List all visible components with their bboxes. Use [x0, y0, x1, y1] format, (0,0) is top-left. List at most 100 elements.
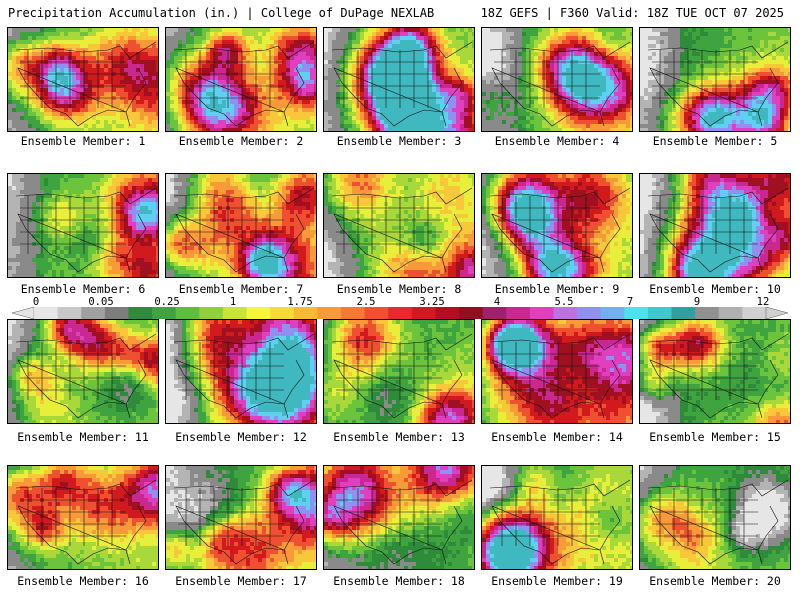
ensemble-member-label: Ensemble Member: 15	[636, 430, 794, 444]
state-boundaries	[173, 187, 315, 273]
colorbar-swatch	[57, 307, 82, 319]
ensemble-member-label: Ensemble Member: 7	[162, 282, 320, 296]
ensemble-member-label: Ensemble Member: 13	[320, 430, 478, 444]
colorbar-tick-label: 12	[757, 296, 770, 308]
colorbar-tick-label: 9	[694, 296, 700, 308]
chart-title: Precipitation Accumulation (in.) | Colle…	[8, 6, 434, 20]
colorbar-swatch	[411, 307, 436, 319]
colorbar-swatch	[482, 307, 507, 319]
precip-field	[166, 28, 316, 131]
ensemble-member-map	[323, 465, 475, 570]
colorbar-swatch	[647, 307, 673, 319]
ensemble-member-map	[323, 173, 475, 278]
ensemble-member-map	[481, 465, 633, 570]
ensemble-member-map	[481, 27, 633, 132]
ensemble-member-label: Ensemble Member: 11	[4, 430, 162, 444]
ensemble-member-label: Ensemble Member: 1	[4, 134, 162, 148]
state-boundaries	[647, 333, 789, 419]
ensemble-member-map	[481, 319, 633, 424]
state-boundaries	[331, 187, 473, 273]
precip-field	[324, 320, 474, 423]
colorbar-swatch	[506, 307, 531, 319]
colorbar-tick-label: 2.5	[357, 296, 376, 308]
ensemble-member-label: Ensemble Member: 3	[320, 134, 478, 148]
ensemble-member-label: Ensemble Member: 18	[320, 574, 478, 588]
colorbar-swatch	[104, 307, 129, 319]
colorbar-swatch	[364, 307, 389, 319]
precip-field	[8, 320, 158, 423]
precip-field	[640, 466, 790, 569]
state-boundaries	[489, 479, 631, 565]
ensemble-member-map	[323, 27, 475, 132]
state-boundaries	[647, 41, 789, 127]
ensemble-member-map	[165, 173, 317, 278]
colorbar-swatch	[600, 307, 625, 319]
colorbar-tick-label: 0	[33, 296, 39, 308]
precip-field	[482, 174, 632, 277]
colorbar-swatch	[435, 307, 460, 319]
ensemble-member-map	[165, 465, 317, 570]
state-boundaries	[15, 333, 157, 419]
ensemble-member-label: Ensemble Member: 14	[478, 430, 636, 444]
colorbar-swatch	[222, 307, 248, 319]
ensemble-member-map	[7, 173, 159, 278]
colorbar-tick-label: 5.5	[555, 296, 574, 308]
colorbar-tick-label: 1	[230, 296, 236, 308]
state-boundaries	[489, 333, 631, 419]
state-boundaries	[173, 333, 315, 419]
state-boundaries	[15, 479, 157, 565]
state-boundaries	[331, 333, 473, 419]
colorbar-tick-label: 0.25	[154, 296, 179, 308]
colorbar-swatch	[317, 307, 342, 319]
colorbar-swatch	[128, 307, 153, 319]
colorbar-max-arrow	[765, 307, 788, 319]
run-info: 18Z GEFS | F360 Valid: 18Z TUE OCT 07 20…	[481, 6, 784, 20]
colorbar-swatch	[671, 307, 696, 319]
ensemble-member-map	[7, 319, 159, 424]
state-boundaries	[647, 479, 789, 565]
colorbar-tick-label: 3.25	[419, 296, 444, 308]
colorbar-swatch	[695, 307, 720, 319]
colorbar-swatch	[199, 307, 224, 319]
colorbar-tick-label: 0.05	[88, 296, 113, 308]
precip-field	[8, 466, 158, 569]
colorbar-tick-label: 7	[627, 296, 633, 308]
ensemble-member-label: Ensemble Member: 17	[162, 574, 320, 588]
precip-field	[482, 28, 632, 131]
precip-field	[324, 466, 474, 569]
precip-field	[482, 320, 632, 423]
ensemble-member-label: Ensemble Member: 5	[636, 134, 794, 148]
color-scale-bar	[12, 307, 788, 319]
ensemble-member-label: Ensemble Member: 20	[636, 574, 794, 588]
colorbar-swatch	[459, 307, 484, 319]
ensemble-member-label: Ensemble Member: 10	[636, 282, 794, 296]
precip-field	[8, 28, 158, 131]
ensemble-member-map	[639, 465, 791, 570]
ensemble-member-label: Ensemble Member: 16	[4, 574, 162, 588]
colorbar-swatch	[293, 307, 318, 319]
state-boundaries	[331, 41, 473, 127]
ensemble-member-map	[639, 319, 791, 424]
colorbar-swatch	[270, 307, 295, 319]
precip-field	[324, 28, 474, 131]
precip-field	[482, 466, 632, 569]
ensemble-member-label: Ensemble Member: 9	[478, 282, 636, 296]
state-boundaries	[331, 479, 473, 565]
precip-field	[166, 320, 316, 423]
colorbar-swatch	[34, 307, 59, 319]
ensemble-member-map	[7, 27, 159, 132]
ensemble-member-map	[639, 173, 791, 278]
ensemble-member-label: Ensemble Member: 6	[4, 282, 162, 296]
ensemble-member-label: Ensemble Member: 4	[478, 134, 636, 148]
colorbar-tick-label: 4	[494, 296, 500, 308]
precip-field	[324, 174, 474, 277]
colorbar-swatch	[340, 307, 366, 319]
precip-field	[166, 174, 316, 277]
colorbar-swatch	[577, 307, 602, 319]
colorbar-swatch	[718, 307, 743, 319]
colorbar-swatch	[152, 307, 177, 319]
ensemble-member-map	[323, 319, 475, 424]
colorbar-swatch	[742, 307, 767, 319]
colorbar-swatch	[246, 307, 271, 319]
precip-field	[8, 174, 158, 277]
